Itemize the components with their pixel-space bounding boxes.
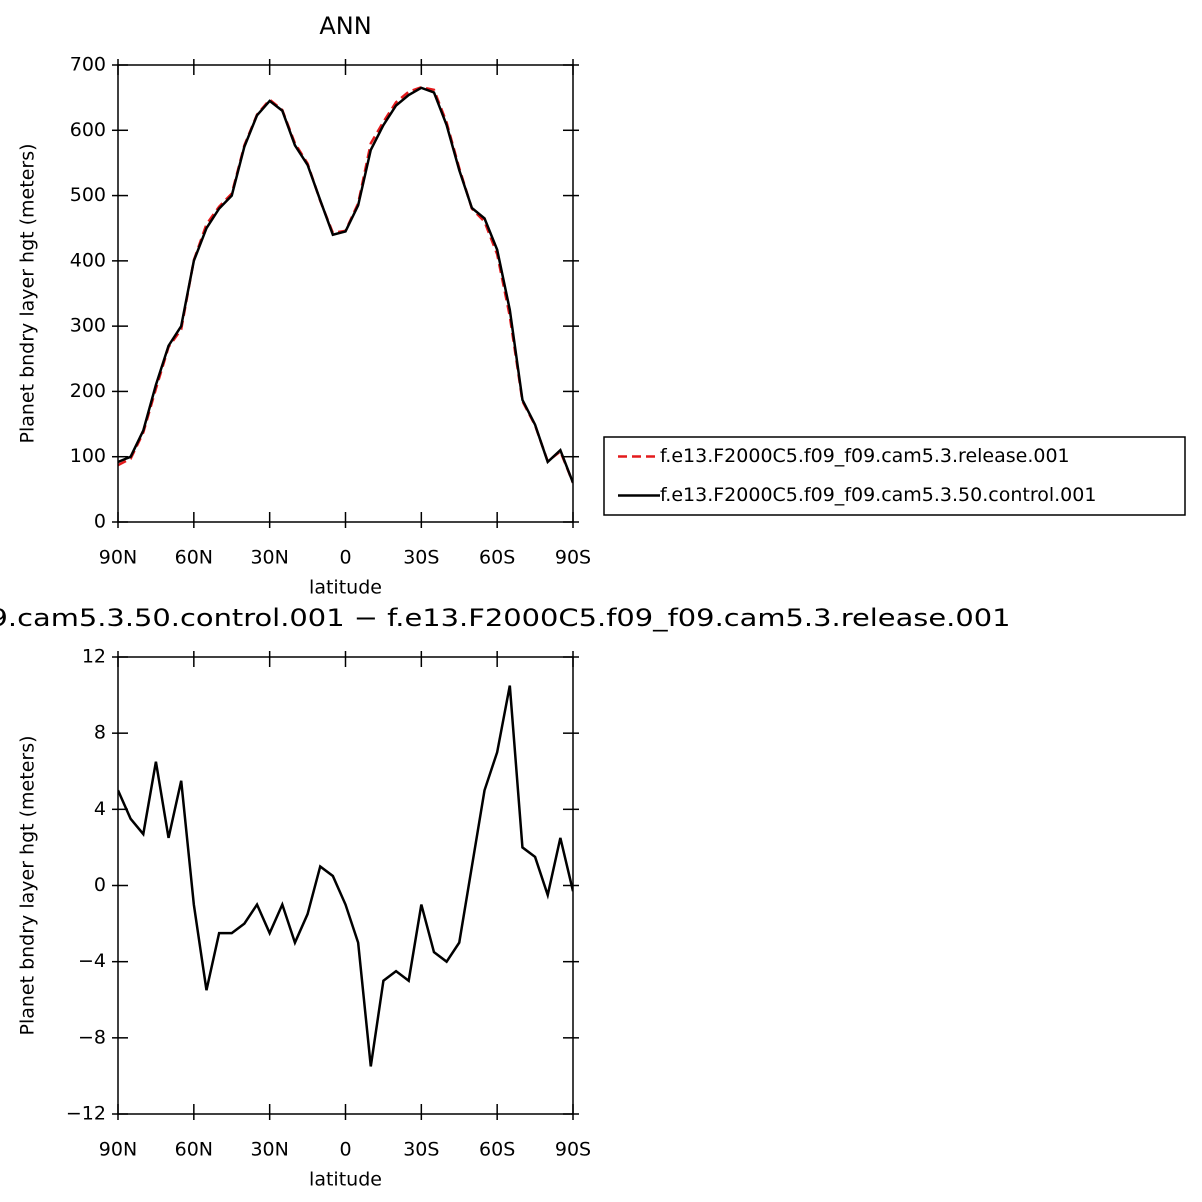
y-tick-label: 200: [70, 380, 106, 402]
y-tick-label: 4: [94, 798, 106, 820]
data-line: [118, 86, 573, 484]
y-axis-label: Planet bndry layer hgt (meters): [17, 143, 39, 443]
x-tick-label: 60S: [479, 547, 515, 569]
x-tick-label: 90N: [99, 547, 137, 569]
x-tick-label: 30S: [403, 547, 439, 569]
chart-title: f.e13.F2000C5.f09_f09.cam5.3.50.control.…: [0, 604, 1011, 632]
y-tick-label: −8: [78, 1026, 106, 1048]
y-tick-label: 300: [70, 315, 106, 337]
legend-label: f.e13.F2000C5.f09_f09.cam5.3.50.control.…: [660, 484, 1096, 506]
y-tick-label: 400: [70, 249, 106, 271]
x-tick-label: 0: [339, 1139, 351, 1161]
legend-label: f.e13.F2000C5.f09_f09.cam5.3.release.001: [660, 445, 1070, 467]
x-tick-label: 0: [339, 547, 351, 569]
x-tick-label: 90S: [555, 547, 591, 569]
x-tick-label: 90S: [555, 1139, 591, 1161]
y-tick-label: 0: [94, 511, 106, 533]
x-tick-label: 30N: [250, 1139, 288, 1161]
y-tick-label: 700: [70, 54, 106, 76]
chart-title: ANN: [319, 12, 371, 40]
data-line: [118, 685, 573, 1067]
x-tick-label: 60S: [479, 1139, 515, 1161]
x-tick-label: 60N: [175, 547, 213, 569]
x-tick-label: 30N: [250, 547, 288, 569]
x-axis-label: latitude: [309, 577, 382, 599]
plot-frame: [117, 656, 574, 1115]
y-tick-label: 0: [94, 874, 106, 896]
y-axis-label: Planet bndry layer hgt (meters): [17, 735, 39, 1035]
y-tick-label: −4: [78, 950, 106, 972]
x-axis-label: latitude: [309, 1169, 382, 1191]
y-tick-label: 600: [70, 119, 106, 141]
x-tick-label: 90N: [99, 1139, 137, 1161]
legend-box: [603, 436, 1186, 516]
y-tick-label: 500: [70, 184, 106, 206]
x-tick-label: 60N: [175, 1139, 213, 1161]
y-tick-label: 100: [70, 445, 106, 467]
y-tick-label: −12: [66, 1103, 106, 1125]
y-tick-label: 12: [82, 646, 106, 668]
y-tick-label: 8: [94, 722, 106, 744]
x-tick-label: 30S: [403, 1139, 439, 1161]
